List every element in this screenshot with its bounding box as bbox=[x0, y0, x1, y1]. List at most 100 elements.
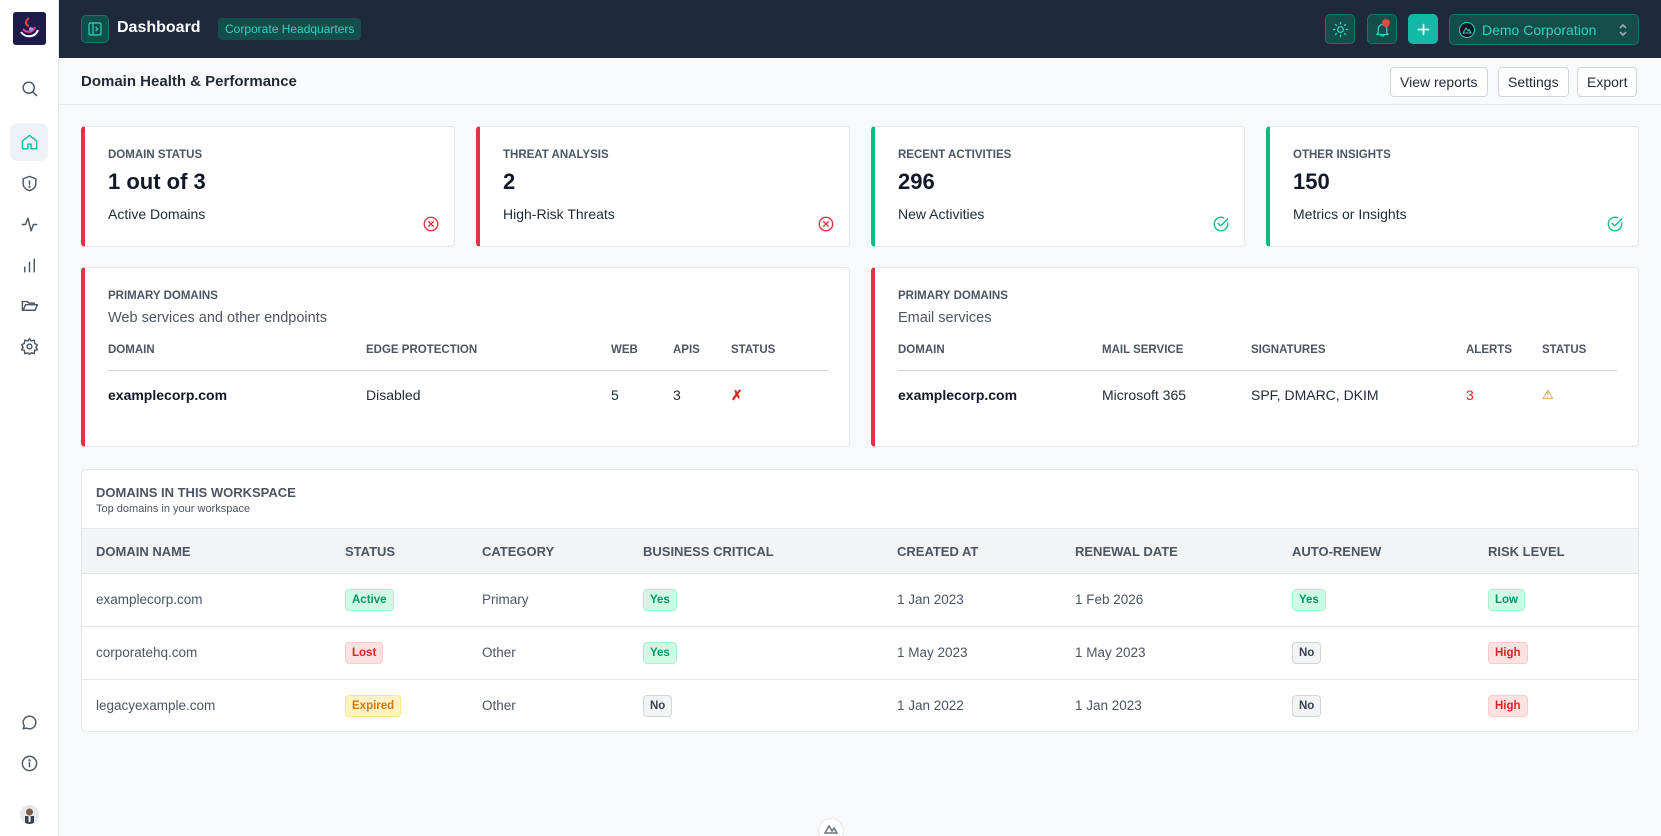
section-title: DOMAINS IN THIS WORKSPACE bbox=[96, 485, 296, 500]
status-badge: Active bbox=[345, 589, 394, 611]
domain-name-cell[interactable]: legacyexample.com bbox=[96, 698, 216, 713]
stat-card-recent-activities: RECENT ACTIVITIES 296 New Activities bbox=[871, 126, 1245, 247]
business-critical-badge: No bbox=[643, 695, 673, 717]
sidebar-item-home[interactable] bbox=[10, 123, 48, 161]
panel-subtitle: Web services and other endpoints bbox=[108, 310, 327, 326]
sidebar-item-settings[interactable] bbox=[10, 327, 48, 365]
table-row[interactable]: corporatehq.com Lost Other Yes 1 May 202… bbox=[82, 627, 1638, 680]
stat-value: 2 bbox=[503, 169, 516, 194]
renewal-date-cell: 1 May 2023 bbox=[1075, 645, 1146, 660]
avatar-icon bbox=[20, 805, 39, 824]
sidebar-toggle-button[interactable] bbox=[81, 15, 109, 43]
info-icon bbox=[21, 755, 37, 771]
panel-label: PRIMARY DOMAINS bbox=[898, 290, 1008, 302]
page-title: Domain Health & Performance bbox=[81, 73, 297, 90]
column-header: STATUS bbox=[731, 344, 776, 356]
organization-select[interactable]: Demo Corporation bbox=[1449, 14, 1639, 45]
status-badge: Lost bbox=[345, 642, 384, 664]
top-bar: Dashboard Corporate Headquarters Demo Co… bbox=[59, 0, 1661, 58]
signatures-cell: SPF, DMARC, DKIM bbox=[1251, 387, 1379, 403]
stat-card-other-insights: OTHER INSIGHTS 150 Metrics or Insights bbox=[1266, 126, 1639, 247]
table-row[interactable]: examplecorp.com Active Primary Yes 1 Jan… bbox=[82, 574, 1638, 627]
search-button[interactable] bbox=[10, 69, 48, 107]
auto-renew-badge: Yes bbox=[1292, 589, 1326, 611]
app-title: Dashboard bbox=[117, 19, 201, 36]
alerts-count-cell: 3 bbox=[1466, 387, 1474, 403]
stat-description: High-Risk Threats bbox=[503, 206, 615, 222]
risk-level-badge: High bbox=[1488, 695, 1528, 717]
search-icon bbox=[21, 80, 37, 96]
stat-description: Metrics or Insights bbox=[1293, 206, 1407, 222]
table-body: examplecorp.com Active Primary Yes 1 Jan… bbox=[82, 574, 1638, 731]
workspace-domains-card: DOMAINS IN THIS WORKSPACE Top domains in… bbox=[81, 469, 1639, 732]
activity-icon bbox=[21, 216, 37, 232]
stat-description: New Activities bbox=[898, 206, 985, 222]
created-at-cell: 1 May 2023 bbox=[897, 645, 968, 660]
business-critical-badge: Yes bbox=[643, 589, 677, 611]
column-header: WEB bbox=[611, 344, 638, 356]
email-domains-panel: PRIMARY DOMAINS Email services DOMAIN MA… bbox=[871, 267, 1639, 447]
sidebar bbox=[0, 0, 59, 836]
gear-icon bbox=[20, 337, 38, 355]
check-circle-icon bbox=[1212, 215, 1230, 233]
sun-icon bbox=[1332, 21, 1348, 37]
column-header: ALERTS bbox=[1466, 344, 1512, 356]
table-divider bbox=[898, 370, 1617, 371]
column-header: RISK LEVEL bbox=[1488, 544, 1565, 559]
stat-label: DOMAIN STATUS bbox=[108, 149, 203, 161]
auto-renew-badge: No bbox=[1292, 695, 1322, 717]
workspace-badge[interactable]: Corporate Headquarters bbox=[218, 18, 362, 40]
stat-label: THREAT ANALYSIS bbox=[503, 149, 609, 161]
column-header: EDGE PROTECTION bbox=[366, 344, 478, 356]
domain-cell[interactable]: examplecorp.com bbox=[898, 387, 1018, 403]
chat-icon bbox=[21, 714, 37, 730]
export-button[interactable]: Export bbox=[1577, 67, 1638, 97]
plus-icon bbox=[1417, 23, 1429, 35]
category-cell: Other bbox=[482, 698, 516, 713]
view-reports-button[interactable]: View reports bbox=[1390, 67, 1488, 97]
stat-description: Active Domains bbox=[108, 206, 206, 222]
section-subtitle: Top domains in your workspace bbox=[96, 503, 251, 515]
table-row[interactable]: legacyexample.com Expired Other No 1 Jan… bbox=[82, 680, 1638, 731]
info-button[interactable] bbox=[10, 744, 48, 782]
domain-name-cell[interactable]: examplecorp.com bbox=[96, 592, 203, 607]
logo-icon bbox=[13, 12, 46, 45]
sidebar-item-security[interactable] bbox=[10, 164, 48, 202]
renewal-date-cell: 1 Jan 2023 bbox=[1075, 698, 1142, 713]
web-domains-panel: PRIMARY DOMAINS Web services and other e… bbox=[81, 267, 850, 447]
notification-dot bbox=[1382, 19, 1390, 27]
column-header: CREATED AT bbox=[897, 544, 979, 559]
stat-card-domain-status: DOMAIN STATUS 1 out of 3 Active Domains bbox=[81, 126, 455, 247]
column-header: AUTO-RENEW bbox=[1292, 544, 1382, 559]
apis-count-cell: 3 bbox=[673, 387, 681, 403]
column-header: DOMAIN NAME bbox=[96, 544, 191, 559]
sidebar-item-activity[interactable] bbox=[10, 205, 48, 243]
category-cell: Primary bbox=[482, 592, 529, 607]
check-circle-icon bbox=[1606, 215, 1624, 233]
domain-cell[interactable]: examplecorp.com bbox=[108, 387, 228, 403]
stat-label: RECENT ACTIVITIES bbox=[898, 149, 1012, 161]
table-header: DOMAIN NAME STATUS CATEGORY BUSINESS CRI… bbox=[82, 528, 1638, 574]
add-button[interactable] bbox=[1408, 14, 1438, 44]
app-logo[interactable] bbox=[13, 12, 46, 45]
column-header: MAIL SERVICE bbox=[1102, 344, 1184, 356]
sidebar-item-files[interactable] bbox=[10, 286, 48, 324]
created-at-cell: 1 Jan 2022 bbox=[897, 698, 964, 713]
org-logo-icon bbox=[1459, 21, 1475, 38]
theme-toggle-button[interactable] bbox=[1325, 14, 1355, 44]
chat-button[interactable] bbox=[10, 703, 48, 741]
settings-button[interactable]: Settings bbox=[1498, 67, 1569, 97]
user-avatar[interactable] bbox=[20, 805, 39, 824]
auto-renew-badge: No bbox=[1292, 642, 1322, 664]
domain-name-cell[interactable]: corporatehq.com bbox=[96, 645, 198, 660]
notifications-button[interactable] bbox=[1367, 14, 1397, 44]
bar-chart-icon bbox=[23, 257, 35, 273]
risk-level-badge: High bbox=[1488, 642, 1528, 664]
column-header: STATUS bbox=[345, 544, 396, 559]
sidebar-item-analytics[interactable] bbox=[10, 246, 48, 284]
column-header: DOMAIN bbox=[108, 344, 155, 356]
stat-value: 150 bbox=[1293, 169, 1330, 194]
business-critical-badge: Yes bbox=[643, 642, 677, 664]
stat-card-threat-analysis: THREAT ANALYSIS 2 High-Risk Threats bbox=[476, 126, 850, 247]
status-badge: Expired bbox=[345, 695, 402, 717]
